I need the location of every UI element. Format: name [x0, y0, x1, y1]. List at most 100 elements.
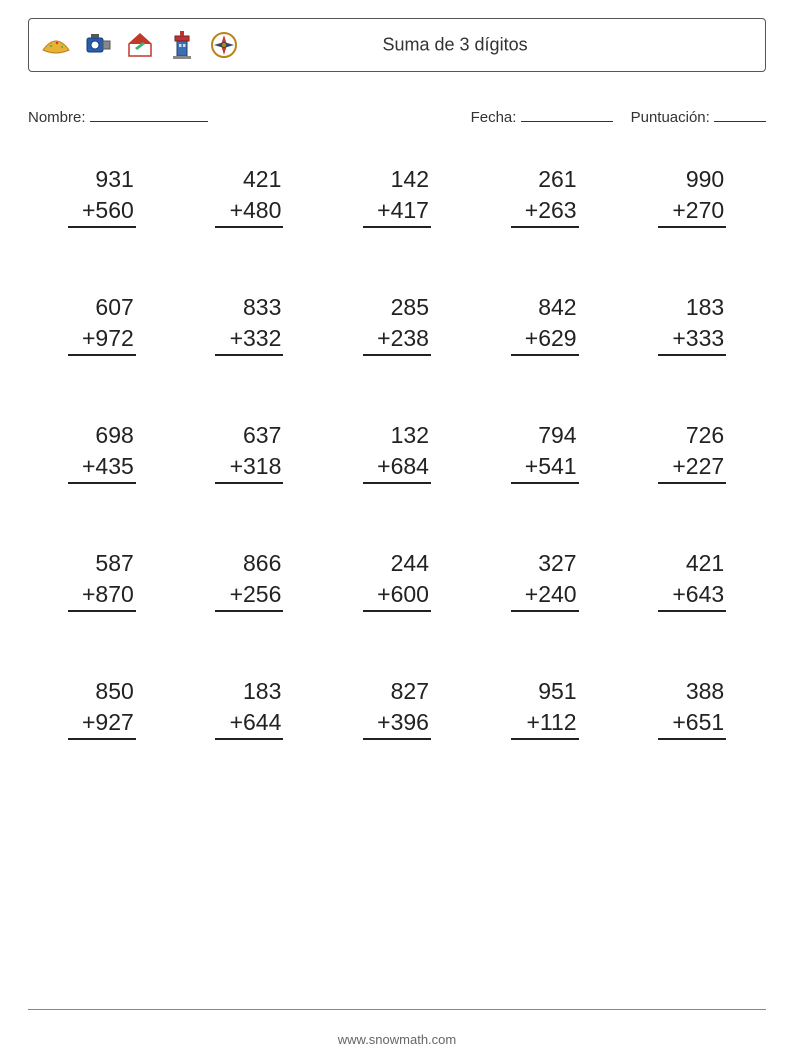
compass-icon [207, 28, 241, 62]
date-blank[interactable] [521, 106, 613, 122]
addend-top: 850 [68, 676, 136, 707]
date-label: Fecha: [471, 109, 517, 126]
problem-box: 931+560 [68, 164, 136, 228]
addend-bottom: +560 [68, 195, 136, 228]
addend-bottom: +435 [68, 451, 136, 484]
addend-top: 951 [511, 676, 579, 707]
addend-top: 607 [68, 292, 136, 323]
addend-top: 285 [363, 292, 431, 323]
problem-box: 183+333 [658, 292, 726, 356]
problem-box: 587+870 [68, 548, 136, 612]
addend-top: 794 [511, 420, 579, 451]
addend-top: 421 [658, 548, 726, 579]
addend-top: 261 [511, 164, 579, 195]
problem-11: 698+435 [28, 420, 176, 484]
problem-1: 931+560 [28, 164, 176, 228]
problem-box: 698+435 [68, 420, 136, 484]
problem-box: 327+240 [511, 548, 579, 612]
addend-top: 637 [215, 420, 283, 451]
problem-14: 794+541 [471, 420, 619, 484]
addend-bottom: +263 [511, 195, 579, 228]
score-blank[interactable] [714, 106, 766, 122]
problem-box: 388+651 [658, 676, 726, 740]
problem-box: 833+332 [215, 292, 283, 356]
footer-text: www.snowmath.com [338, 1032, 456, 1047]
problem-box: 726+227 [658, 420, 726, 484]
problem-box: 866+256 [215, 548, 283, 612]
addend-top: 183 [215, 676, 283, 707]
problem-21: 850+927 [28, 676, 176, 740]
problem-16: 587+870 [28, 548, 176, 612]
addend-bottom: +600 [363, 579, 431, 612]
problem-15: 726+227 [618, 420, 766, 484]
problem-box: 183+644 [215, 676, 283, 740]
addend-bottom: +870 [68, 579, 136, 612]
camera-icon [81, 28, 115, 62]
name-blank[interactable] [90, 106, 208, 122]
addend-top: 388 [658, 676, 726, 707]
house-plane-icon [123, 28, 157, 62]
addend-top: 183 [658, 292, 726, 323]
problem-box: 827+396 [363, 676, 431, 740]
footer: www.snowmath.com [0, 1009, 794, 1047]
addend-top: 327 [511, 548, 579, 579]
addend-top: 833 [215, 292, 283, 323]
problem-box: 132+684 [363, 420, 431, 484]
problem-box: 990+270 [658, 164, 726, 228]
name-field: Nombre: [28, 106, 208, 126]
name-label: Nombre: [28, 109, 86, 126]
problem-box: 421+643 [658, 548, 726, 612]
problem-6: 607+972 [28, 292, 176, 356]
problem-20: 421+643 [618, 548, 766, 612]
addend-top: 132 [363, 420, 431, 451]
problem-8: 285+238 [323, 292, 471, 356]
problem-23: 827+396 [323, 676, 471, 740]
tower-icon [165, 28, 199, 62]
problem-box: 794+541 [511, 420, 579, 484]
addend-bottom: +480 [215, 195, 283, 228]
problem-19: 327+240 [471, 548, 619, 612]
problem-5: 990+270 [618, 164, 766, 228]
addend-bottom: +112 [511, 707, 579, 740]
problem-2: 421+480 [176, 164, 324, 228]
page-title: Suma de 3 dígitos [382, 35, 527, 56]
addend-bottom: +644 [215, 707, 283, 740]
problem-box: 285+238 [363, 292, 431, 356]
addend-top: 142 [363, 164, 431, 195]
addend-bottom: +927 [68, 707, 136, 740]
footer-rule [28, 1009, 766, 1010]
addend-bottom: +333 [658, 323, 726, 356]
problem-box: 607+972 [68, 292, 136, 356]
problem-17: 866+256 [176, 548, 324, 612]
icon-strip [39, 28, 241, 62]
problem-3: 142+417 [323, 164, 471, 228]
addend-bottom: +240 [511, 579, 579, 612]
addend-top: 244 [363, 548, 431, 579]
addend-bottom: +256 [215, 579, 283, 612]
addend-top: 866 [215, 548, 283, 579]
problems-grid: 931+560421+480142+417261+263990+270607+9… [28, 164, 766, 740]
problem-12: 637+318 [176, 420, 324, 484]
problem-box: 244+600 [363, 548, 431, 612]
addend-top: 990 [658, 164, 726, 195]
addend-top: 827 [363, 676, 431, 707]
addend-bottom: +684 [363, 451, 431, 484]
addend-top: 842 [511, 292, 579, 323]
date-field: Fecha: [471, 106, 613, 126]
addend-top: 587 [68, 548, 136, 579]
problem-22: 183+644 [176, 676, 324, 740]
problem-4: 261+263 [471, 164, 619, 228]
addend-bottom: +972 [68, 323, 136, 356]
problem-7: 833+332 [176, 292, 324, 356]
problem-box: 637+318 [215, 420, 283, 484]
addend-bottom: +227 [658, 451, 726, 484]
problem-18: 244+600 [323, 548, 471, 612]
addend-bottom: +417 [363, 195, 431, 228]
problem-box: 261+263 [511, 164, 579, 228]
worksheet-page: Suma de 3 dígitos Nombre: Fecha: Puntuac… [0, 0, 794, 1053]
problem-box: 951+112 [511, 676, 579, 740]
problem-box: 421+480 [215, 164, 283, 228]
info-row: Nombre: Fecha: Puntuación: [28, 106, 766, 126]
addend-bottom: +238 [363, 323, 431, 356]
score-label: Puntuación: [631, 109, 710, 126]
